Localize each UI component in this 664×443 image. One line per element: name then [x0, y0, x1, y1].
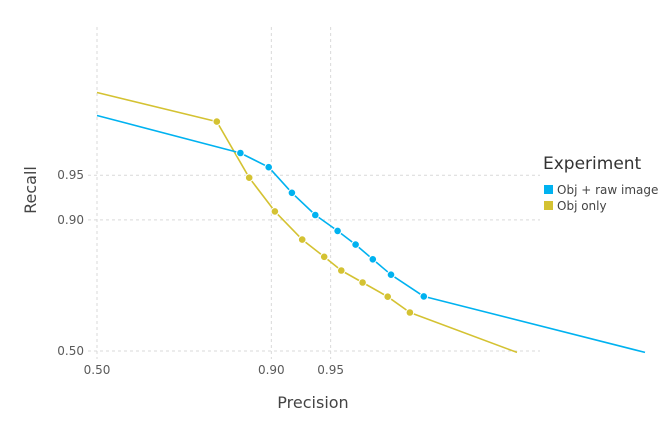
x-tick-label-0-95: 0.95: [317, 363, 344, 377]
data-point-obj-only-4: [297, 235, 307, 244]
data-point-obj-only-8: [383, 292, 393, 302]
legend-label-obj-only: Obj only: [557, 199, 607, 213]
data-point-obj-only-2: [244, 173, 254, 182]
x-tick-label-0-50: 0.50: [84, 363, 111, 377]
y-tick-label-0-50: 0.50: [57, 344, 84, 358]
data-point-obj-raw-image-6: [351, 240, 360, 249]
x-tick-label-0-90: 0.90: [258, 363, 285, 377]
data-point-obj-only-9: [405, 308, 415, 317]
legend: Experiment Obj + raw image Obj only: [543, 154, 658, 213]
legend-title: Experiment: [543, 154, 642, 174]
grid-lines: [88, 27, 540, 359]
data-point-obj-only-3: [270, 207, 280, 216]
data-point-obj-raw-image-8: [386, 270, 396, 280]
series-obj-raw-image: [96, 114, 646, 354]
data-point-obj-raw-image-4: [311, 210, 320, 220]
data-point-obj-only-1: [212, 117, 222, 126]
series-line-obj-raw-image: [96, 114, 646, 354]
data-point-obj-only-7: [358, 278, 367, 287]
data-point-obj-raw-image-3: [287, 188, 297, 198]
y-axis-ticks: 0.500.900.951.00: [57, 168, 84, 358]
data-point-obj-raw-image-9: [419, 292, 429, 301]
data-point-obj-raw-image-2: [264, 162, 274, 172]
data-point-obj-raw-image-1: [236, 148, 245, 158]
data-point-obj-raw-image-7: [368, 254, 378, 264]
data-point-obj-only-6: [337, 266, 346, 275]
y-axis-label: Recall: [21, 166, 40, 214]
legend-swatch-obj-raw-image: [544, 185, 553, 194]
legend-label-obj-raw-image: Obj + raw image: [557, 183, 658, 197]
series-layer: [96, 91, 646, 354]
data-point-obj-raw-image-5: [333, 226, 342, 236]
x-axis-ticks: 0.500.900.951.00: [84, 363, 344, 377]
series-obj-only: [96, 91, 518, 354]
x-axis-label: Precision: [277, 393, 348, 412]
y-tick-label-0-90: 0.90: [57, 213, 84, 227]
legend-swatch-obj-only: [544, 201, 553, 210]
data-point-obj-only-5: [319, 252, 329, 262]
y-tick-label-0-95: 0.95: [57, 168, 84, 182]
